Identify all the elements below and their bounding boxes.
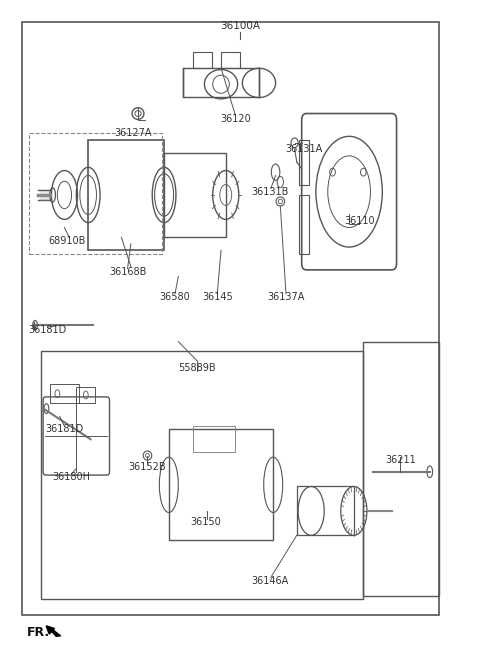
Bar xyxy=(363,342,439,596)
Bar xyxy=(164,152,226,237)
Polygon shape xyxy=(49,627,60,636)
Bar xyxy=(192,426,235,452)
Bar xyxy=(76,387,96,403)
Text: 36168B: 36168B xyxy=(109,267,146,277)
Bar xyxy=(22,22,439,615)
Text: 36181D: 36181D xyxy=(45,424,84,434)
Text: 36580: 36580 xyxy=(160,292,191,302)
Text: 36181D: 36181D xyxy=(28,325,67,335)
Text: 55889B: 55889B xyxy=(179,363,216,373)
Text: 36100A: 36100A xyxy=(220,20,260,31)
Bar xyxy=(183,68,259,97)
Bar xyxy=(300,139,309,185)
Bar xyxy=(192,52,212,68)
Text: 36110: 36110 xyxy=(344,216,375,226)
Text: 68910B: 68910B xyxy=(48,236,86,246)
Bar xyxy=(221,52,240,68)
Bar xyxy=(297,486,354,535)
Text: 36211: 36211 xyxy=(385,455,416,465)
Text: 36145: 36145 xyxy=(202,292,233,302)
Text: 36137A: 36137A xyxy=(267,292,305,302)
Text: 36180H: 36180H xyxy=(53,472,91,482)
Text: 36120: 36120 xyxy=(220,114,251,124)
Bar xyxy=(300,195,309,254)
Text: 36146A: 36146A xyxy=(251,576,288,585)
Bar xyxy=(88,139,164,250)
Text: 36131A: 36131A xyxy=(286,145,323,154)
Text: 36127A: 36127A xyxy=(115,128,152,138)
Bar xyxy=(41,351,363,599)
Bar xyxy=(29,133,162,254)
Text: 36131B: 36131B xyxy=(251,187,288,196)
Bar xyxy=(50,384,79,403)
Text: FR.: FR. xyxy=(26,626,49,639)
Text: 36150: 36150 xyxy=(191,517,221,527)
Bar xyxy=(169,430,273,540)
Text: 36152B: 36152B xyxy=(129,463,166,472)
